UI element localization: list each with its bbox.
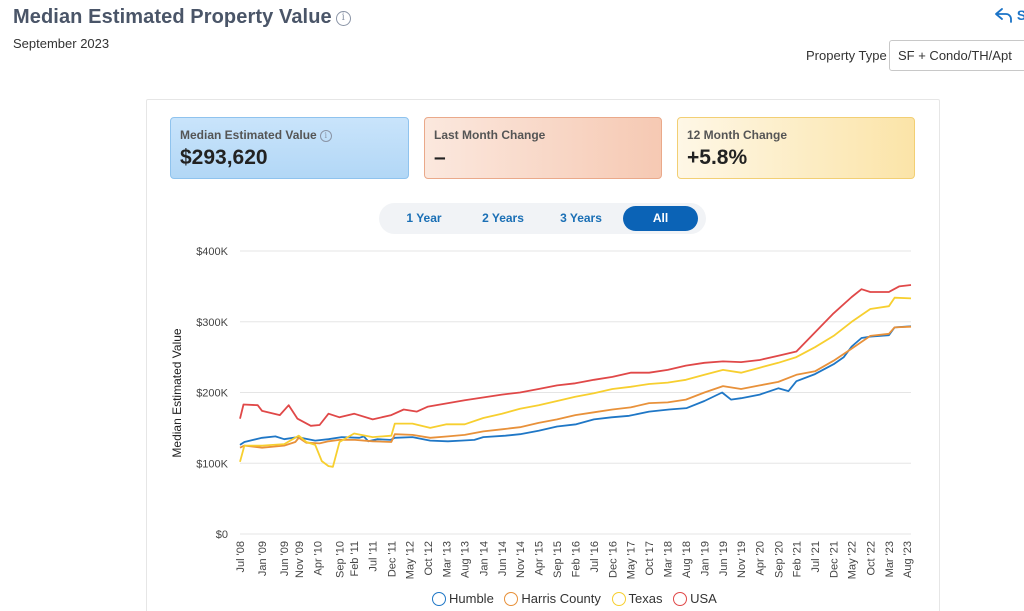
x-tick-label: Oct '22 (865, 541, 877, 576)
x-tick-label: Jun '19 (718, 541, 730, 576)
x-tick-label: Feb '16 (570, 541, 582, 577)
x-tick-label: Nov '14 (515, 541, 527, 578)
median-value: $293,620 (180, 146, 268, 169)
x-tick-label: Jul '16 (589, 541, 601, 572)
x-tick-label: May '17 (626, 541, 638, 579)
legend-swatch-humble (432, 592, 446, 606)
legend-item-usa[interactable]: USA (673, 591, 717, 606)
twelve-month-change-card: 12 Month Change +5.8% (677, 117, 915, 179)
twelve-month-change-value: +5.8% (687, 146, 748, 169)
x-tick-label: Sep '20 (773, 541, 785, 578)
legend-item-humble[interactable]: Humble (432, 591, 494, 606)
legend-label-harris-county: Harris County (521, 591, 601, 606)
x-tick-label: Feb '21 (791, 541, 803, 577)
x-tick-label: Jan '14 (478, 541, 490, 576)
time-range-tabs: 1 Year 2 Years 3 Years All (379, 203, 706, 234)
grid-lines (240, 250, 911, 535)
page-title-text: Median Estimated Property Value (13, 6, 332, 28)
x-tick-label: Jul '11 (368, 541, 380, 572)
x-tick-label: Oct '12 (423, 541, 435, 576)
series-line-texas[interactable] (239, 296, 912, 468)
last-month-change-value: – (434, 146, 446, 169)
property-type-select[interactable]: SF + Condo/TH/Apt (889, 40, 1024, 71)
legend-label-texas: Texas (628, 591, 663, 606)
x-tick-label: Apr '10 (312, 541, 324, 576)
legend-swatch-harris-county (504, 592, 519, 606)
chart-card (146, 99, 940, 611)
x-tick-label: Dec '11 (386, 541, 398, 577)
x-tick-label: Aug '18 (681, 541, 693, 578)
x-tick-label: Apr '20 (755, 541, 767, 576)
page-title: Median Estimated Property Value i (13, 6, 351, 29)
series-line-usa[interactable] (239, 284, 912, 427)
x-tick-label: Jul '08 (235, 541, 247, 572)
y-tick-label: $0 (216, 529, 228, 541)
y-tick-label: $400K (196, 246, 228, 258)
x-tick-label: Nov '09 (294, 541, 306, 578)
x-tick-label: Jun '09 (279, 541, 291, 576)
share-label: S (1016, 7, 1024, 23)
twelve-month-change-label: 12 Month Change (687, 128, 788, 142)
legend-item-texas[interactable]: Texas (611, 591, 663, 606)
x-tick-label: May '12 (404, 541, 416, 579)
x-tick-label: Dec '21 (829, 541, 841, 578)
tab-2-years[interactable]: 2 Years (482, 211, 524, 225)
series-line-harris-county[interactable] (239, 325, 912, 449)
series-line-humble[interactable] (239, 325, 912, 446)
legend-swatch-usa (673, 592, 688, 606)
y-axis-ticks: $0 $100K $200K $300K $400K (196, 246, 228, 541)
legend-label-humble: Humble (449, 591, 494, 606)
tab-all[interactable]: All (623, 206, 698, 231)
x-tick-label: Mar '13 (442, 541, 454, 577)
x-tick-label: Nov '19 (736, 541, 748, 578)
property-type-label: Property Type (806, 48, 887, 63)
median-info-icon[interactable]: i (319, 130, 332, 142)
median-value-label: Median Estimated Value i (180, 128, 399, 142)
last-month-change-label: Last Month Change (434, 128, 546, 142)
median-value-label-text: Median Estimated Value (180, 128, 317, 142)
chart-legend: Humble Harris County Texas USA (432, 591, 724, 606)
tab-1-year[interactable]: 1 Year (406, 211, 442, 225)
x-tick-label: Feb '11 (349, 541, 361, 577)
x-tick-label: Mar '18 (663, 541, 675, 577)
y-axis-title: Median Estimated Value (170, 328, 184, 458)
x-tick-label: Dec '16 (607, 541, 619, 578)
x-tick-label: Jan '19 (699, 541, 711, 576)
x-tick-label: Oct '17 (644, 541, 656, 576)
page-subtitle: September 2023 (13, 36, 110, 51)
x-tick-label: Apr '15 (534, 541, 546, 576)
tab-3-years[interactable]: 3 Years (560, 211, 602, 225)
x-tick-label: Mar '23 (884, 541, 896, 577)
x-tick-label: Aug '13 (460, 541, 472, 578)
y-tick-label: $300K (196, 317, 228, 329)
y-tick-label: $100K (196, 458, 228, 470)
legend-item-harris-county[interactable]: Harris County (504, 591, 601, 606)
last-month-change-card: Last Month Change – (424, 117, 662, 179)
x-tick-label: Jun '14 (497, 541, 509, 576)
legend-swatch-texas (611, 592, 626, 606)
share-icon (995, 8, 1012, 23)
x-tick-label: Sep '15 (552, 541, 564, 578)
x-tick-label: Sep '10 (335, 541, 347, 578)
y-tick-label: $200K (196, 388, 228, 400)
share-button[interactable]: S (994, 7, 1024, 23)
x-tick-label: Jul '21 (810, 541, 822, 572)
median-value-card: Median Estimated Value i $293,620 (170, 117, 409, 179)
x-tick-label: Aug '23 (902, 541, 914, 578)
legend-label-usa: USA (690, 591, 717, 606)
series-lines (239, 284, 912, 468)
x-axis-ticks: Jul '08 Jan '09 Jun '09 Nov '09 Apr '10 Sep '… (235, 541, 914, 579)
x-tick-label: May '22 (847, 541, 859, 579)
x-tick-label: Jan '09 (257, 541, 269, 576)
info-icon[interactable]: i (335, 11, 351, 26)
